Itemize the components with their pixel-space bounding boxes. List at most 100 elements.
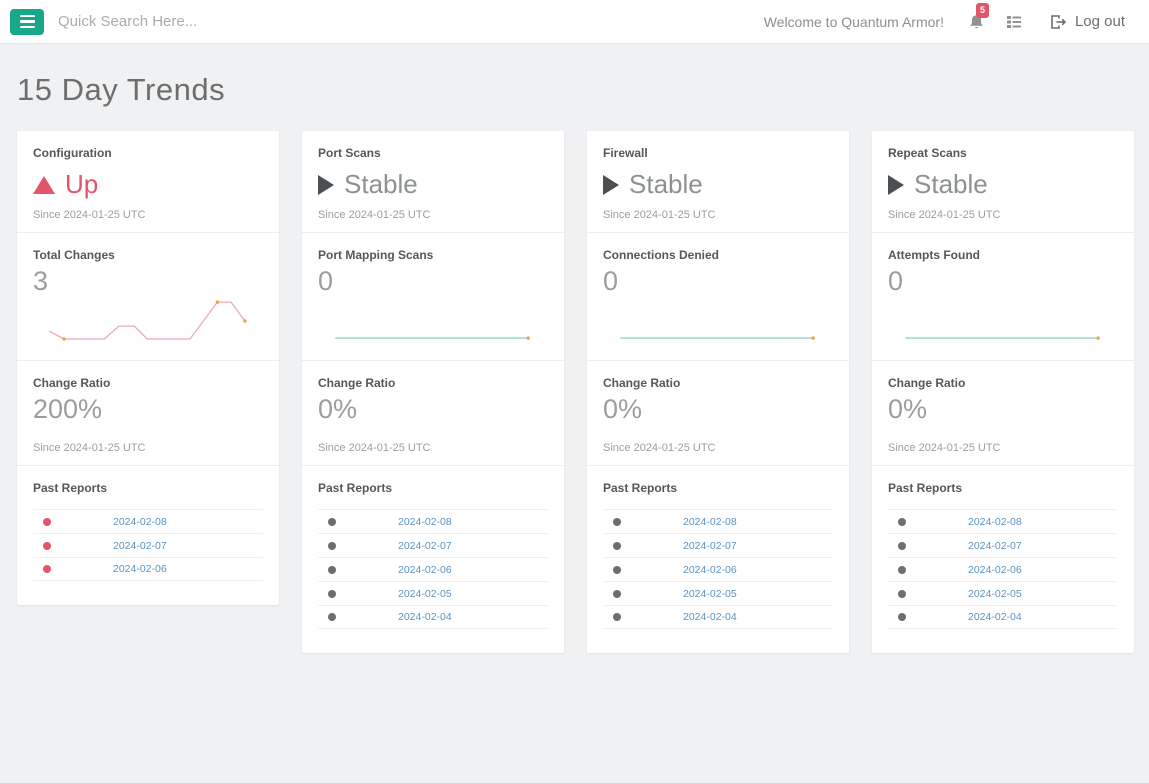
report-row: 2024-02-06 bbox=[318, 557, 548, 581]
report-date-link[interactable]: 2024-02-04 bbox=[968, 611, 1022, 623]
flat-trend-chart bbox=[620, 336, 815, 340]
card-title: Repeat Scans bbox=[888, 146, 967, 160]
metric-section: Port Mapping Scans 0 bbox=[302, 232, 564, 360]
status-line: Stable bbox=[318, 169, 548, 200]
card-configuration: Configuration Up Since 2024-01-25 UTC To… bbox=[17, 131, 279, 605]
status-line: Stable bbox=[888, 169, 1118, 200]
report-row: 2024-02-05 bbox=[888, 581, 1118, 605]
bullet-icon bbox=[613, 565, 621, 574]
report-row: 2024-02-08 bbox=[888, 509, 1118, 533]
status-section: Firewall Stable Since 2024-01-25 UTC bbox=[587, 131, 849, 232]
report-list: 2024-02-08 2024-02-07 2024-02-06 bbox=[33, 509, 263, 581]
tasks-button[interactable] bbox=[1005, 14, 1023, 30]
report-date-link[interactable]: 2024-02-07 bbox=[968, 539, 1022, 552]
trend-stable-icon bbox=[318, 174, 334, 195]
flat-trend-chart bbox=[905, 336, 1100, 340]
bullet-icon bbox=[613, 517, 621, 526]
report-list: 2024-02-08 2024-02-07 2024-02-06 2024-02… bbox=[318, 509, 548, 629]
status-section: Repeat Scans Stable Since 2024-01-25 UTC bbox=[872, 131, 1134, 232]
report-date-link[interactable]: 2024-02-05 bbox=[968, 587, 1022, 600]
report-list: 2024-02-08 2024-02-07 2024-02-06 2024-02… bbox=[603, 509, 833, 629]
bullet-icon bbox=[328, 541, 336, 550]
trend-stable-icon bbox=[603, 174, 619, 195]
bullet-icon bbox=[328, 589, 336, 598]
menu-button[interactable] bbox=[10, 8, 44, 35]
ratio-label: Change Ratio bbox=[318, 376, 396, 390]
trend-cards-row: Configuration Up Since 2024-01-25 UTC To… bbox=[0, 108, 1149, 653]
report-date-link[interactable]: 2024-02-06 bbox=[683, 563, 737, 576]
reports-section: Past Reports 2024-02-08 2024-02-07 2024-… bbox=[587, 465, 849, 653]
report-row: 2024-02-04 bbox=[318, 605, 548, 629]
report-date-link[interactable]: 2024-02-07 bbox=[398, 539, 452, 552]
logout-button[interactable]: Log out bbox=[1051, 13, 1125, 30]
report-date-link[interactable]: 2024-02-08 bbox=[113, 515, 167, 528]
report-row: 2024-02-04 bbox=[603, 605, 833, 629]
ratio-value: 0% bbox=[603, 394, 643, 424]
top-bar: Welcome to Quantum Armor! 5 bbox=[0, 0, 1149, 44]
welcome-text: Welcome to Quantum Armor! bbox=[763, 13, 944, 30]
report-date-link[interactable]: 2024-02-07 bbox=[683, 539, 737, 552]
logout-label: Log out bbox=[1074, 13, 1125, 30]
ratio-label: Change Ratio bbox=[888, 376, 966, 390]
bullet-icon bbox=[898, 589, 906, 598]
bullet-icon bbox=[613, 541, 621, 550]
report-date-link[interactable]: 2024-02-05 bbox=[398, 587, 452, 600]
metric-label: Total Changes bbox=[33, 248, 115, 262]
bullet-icon bbox=[613, 613, 621, 621]
bullet-icon bbox=[43, 565, 51, 573]
metric-section: Connections Denied 0 bbox=[587, 232, 849, 360]
card-title: Configuration bbox=[33, 146, 112, 160]
report-row: 2024-02-06 bbox=[603, 557, 833, 581]
report-date-link[interactable]: 2024-02-06 bbox=[968, 563, 1022, 576]
report-date-link[interactable]: 2024-02-05 bbox=[683, 587, 737, 600]
reports-label: Past Reports bbox=[603, 481, 678, 495]
report-row: 2024-02-06 bbox=[33, 557, 263, 581]
status-text: Stable bbox=[629, 169, 703, 199]
status-since: Since 2024-01-25 UTC bbox=[33, 209, 146, 221]
status-line: Up bbox=[33, 169, 263, 200]
bullet-icon bbox=[328, 613, 336, 621]
ratio-label: Change Ratio bbox=[603, 376, 681, 390]
card-title: Firewall bbox=[603, 146, 648, 160]
ratio-since: Since 2024-01-25 UTC bbox=[888, 442, 1001, 454]
reports-section: Past Reports 2024-02-08 2024-02-07 2024-… bbox=[872, 465, 1134, 653]
ratio-section: Change Ratio 0% Since 2024-01-25 UTC bbox=[302, 360, 564, 465]
report-date-link[interactable]: 2024-02-08 bbox=[398, 515, 452, 528]
status-text: Stable bbox=[344, 169, 418, 199]
status-section: Port Scans Stable Since 2024-01-25 UTC bbox=[302, 131, 564, 232]
report-date-link[interactable]: 2024-02-04 bbox=[398, 611, 452, 623]
reports-section: Past Reports 2024-02-08 2024-02-07 2024-… bbox=[302, 465, 564, 653]
card-repeat-scans: Repeat Scans Stable Since 2024-01-25 UTC… bbox=[872, 131, 1134, 653]
report-date-link[interactable]: 2024-02-06 bbox=[398, 563, 452, 576]
reports-section: Past Reports 2024-02-08 2024-02-07 2024-… bbox=[17, 465, 279, 605]
ratio-value: 200% bbox=[33, 394, 103, 424]
notifications-button[interactable]: 5 bbox=[966, 2, 989, 33]
bullet-icon bbox=[328, 517, 336, 526]
list-icon bbox=[1006, 15, 1021, 28]
bullet-icon bbox=[613, 589, 621, 598]
hamburger-icon bbox=[19, 14, 35, 18]
metric-section: Attempts Found 0 bbox=[872, 232, 1134, 360]
ratio-section: Change Ratio 0% Since 2024-01-25 UTC bbox=[872, 360, 1134, 465]
report-row: 2024-02-08 bbox=[603, 509, 833, 533]
report-date-link[interactable]: 2024-02-08 bbox=[968, 515, 1022, 528]
metric-value: 0 bbox=[603, 266, 619, 296]
bullet-icon bbox=[898, 565, 906, 574]
bullet-icon bbox=[898, 613, 906, 621]
report-date-link[interactable]: 2024-02-08 bbox=[683, 515, 737, 528]
metric-value: 0 bbox=[318, 266, 334, 296]
report-row: 2024-02-07 bbox=[318, 533, 548, 557]
page-title: 15 Day Trends bbox=[17, 72, 226, 107]
reports-label: Past Reports bbox=[318, 481, 393, 495]
report-date-link[interactable]: 2024-02-07 bbox=[113, 539, 167, 552]
topbar-right: Welcome to Quantum Armor! 5 bbox=[763, 2, 1125, 33]
metric-label: Port Mapping Scans bbox=[318, 248, 434, 262]
search-input[interactable] bbox=[58, 13, 478, 30]
ratio-since: Since 2024-01-25 UTC bbox=[603, 442, 716, 454]
report-list: 2024-02-08 2024-02-07 2024-02-06 2024-02… bbox=[888, 509, 1118, 629]
report-date-link[interactable]: 2024-02-04 bbox=[683, 611, 737, 623]
status-text: Up bbox=[65, 169, 99, 199]
report-date-link[interactable]: 2024-02-06 bbox=[113, 563, 167, 575]
report-row: 2024-02-08 bbox=[318, 509, 548, 533]
